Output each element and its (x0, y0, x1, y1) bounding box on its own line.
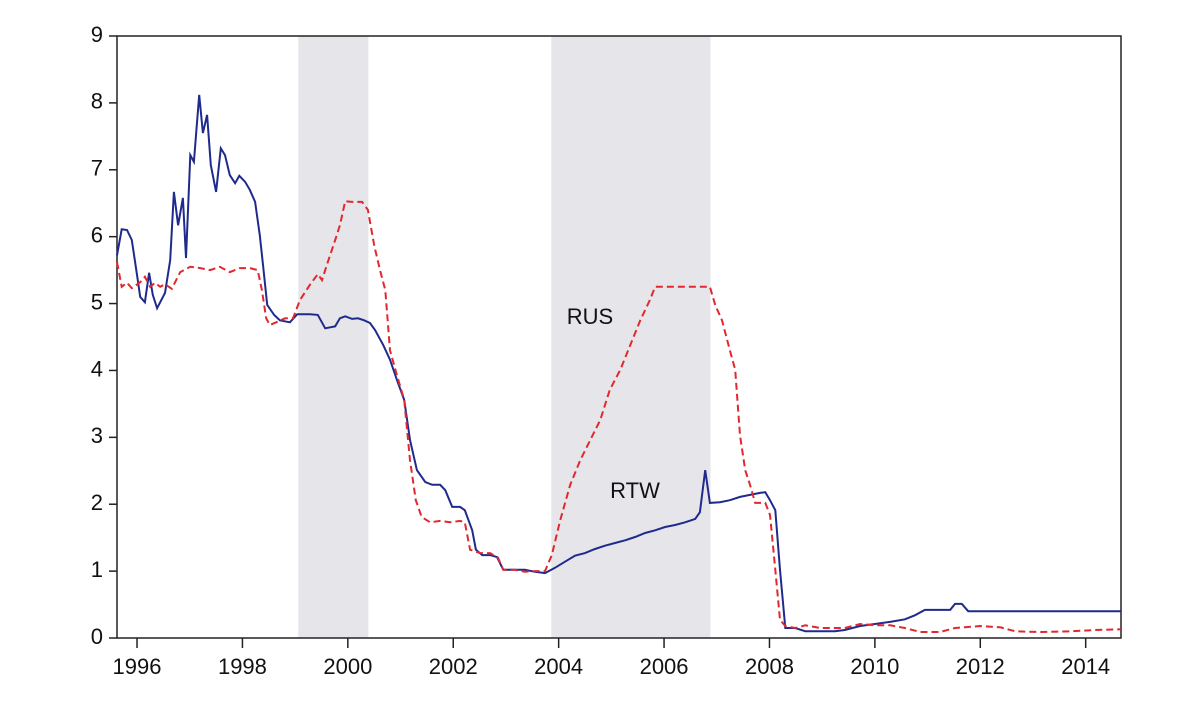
series-line (116, 200, 1122, 634)
y-tick-label: 3 (91, 423, 103, 448)
x-tick-label: 2012 (956, 654, 1005, 679)
series-label: RTW (610, 478, 660, 503)
plot-frame (116, 35, 1122, 639)
x-tick-label: 2014 (1061, 654, 1110, 679)
x-tick-label: 2008 (745, 654, 794, 679)
series-line (116, 94, 1121, 633)
y-tick-label: 7 (91, 156, 103, 181)
y-tick-label: 5 (91, 289, 103, 314)
y-tick-label: 4 (91, 356, 103, 381)
x-tick-label: 2006 (640, 654, 689, 679)
x-tick-label: 2002 (429, 654, 478, 679)
x-tick-label: 2010 (850, 654, 899, 679)
y-tick-label: 0 (91, 624, 103, 649)
y-tick-label: 9 (91, 22, 103, 47)
x-tick-label: 1996 (113, 654, 162, 679)
x-tick-label: 1998 (218, 654, 267, 679)
x-tick-label: 2000 (323, 654, 372, 679)
x-tick-label: 2004 (534, 654, 583, 679)
shaded-band (298, 36, 369, 638)
y-tick-label: 1 (91, 557, 103, 582)
shaded-band (551, 36, 711, 638)
y-tick-label: 6 (91, 222, 103, 247)
series-label: RUS (567, 304, 613, 329)
y-tick-label: 2 (91, 490, 103, 515)
y-tick-label: 8 (91, 89, 103, 114)
